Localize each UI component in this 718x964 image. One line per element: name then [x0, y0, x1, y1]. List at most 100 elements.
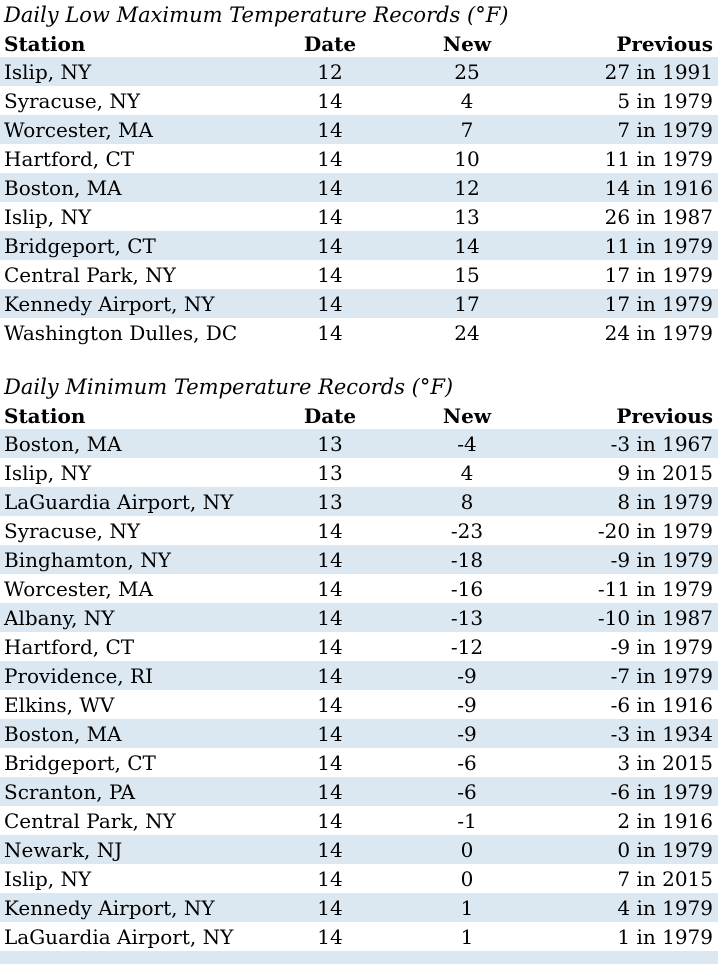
minimum-records-table: Station Date New Previous Boston, MA 13 -4 -3 …: [0, 402, 718, 951]
cell-date: 14: [317, 692, 343, 717]
cell-previous: 14 in 1916: [604, 175, 713, 200]
cell-station: Bridgeport, CT: [4, 233, 156, 258]
cell-new: -6: [457, 750, 477, 775]
cell-station: Binghamton, NY: [4, 547, 171, 572]
cell-new: 14: [454, 233, 480, 258]
cell-new: 17: [454, 291, 480, 316]
cell-previous: -20 in 1979: [597, 518, 713, 543]
cell-new: 1: [460, 924, 474, 949]
cell-station: Washington Dulles, DC: [4, 320, 238, 345]
cell-station: Islip, NY: [4, 59, 92, 84]
cell-new: 0: [460, 866, 474, 891]
cell-new: 10: [454, 146, 480, 171]
cell-station: Islip, NY: [4, 460, 92, 485]
cell-previous: 3 in 2015: [617, 750, 713, 775]
table-row: Bridgeport, CT 14 -6 3 in 2015: [0, 748, 718, 777]
cell-new: -13: [450, 605, 484, 630]
cell-station: Worcester, MA: [4, 576, 153, 601]
cell-new: 0: [460, 837, 474, 862]
cell-previous: 9 in 2015: [617, 460, 713, 485]
cell-date: 14: [317, 750, 343, 775]
cell-date: 14: [317, 320, 343, 345]
cell-new: -18: [450, 547, 484, 572]
cell-previous: 17 in 1979: [604, 291, 713, 316]
cell-date: 14: [317, 924, 343, 949]
cell-previous: 1 in 1979: [617, 924, 713, 949]
cell-new: -23: [450, 518, 484, 543]
cell-new: -12: [450, 634, 484, 659]
cell-date: 14: [317, 895, 343, 920]
cell-new: 1: [460, 895, 474, 920]
cell-station: Central Park, NY: [4, 808, 176, 833]
table-row: Kennedy Airport, NY 14 17 17 in 1979: [0, 289, 718, 318]
cell-new: 13: [454, 204, 480, 229]
cell-previous: -10 in 1987: [597, 605, 713, 630]
table-row: Washington Dulles, DC 14 24 24 in 1979: [0, 318, 718, 347]
cell-station: Newark, NJ: [4, 837, 123, 862]
cell-station: Elkins, WV: [4, 692, 115, 717]
column-header-previous: Previous: [554, 402, 718, 429]
cell-station: Syracuse, NY: [4, 88, 141, 113]
cell-new: -1: [457, 808, 477, 833]
cell-date: 14: [317, 837, 343, 862]
cell-previous: -9 in 1979: [610, 634, 713, 659]
cell-date: 13: [317, 431, 343, 456]
table-row: Kennedy Airport, NY 14 1 4 in 1979: [0, 893, 718, 922]
cell-previous: -6 in 1916: [610, 692, 713, 717]
cell-station: Central Park, NY: [4, 262, 176, 287]
table-row: Boston, MA 14 12 14 in 1916: [0, 173, 718, 202]
table-row: Islip, NY 14 0 7 in 2015: [0, 864, 718, 893]
cell-date: 14: [317, 808, 343, 833]
cell-previous: -9 in 1979: [610, 547, 713, 572]
column-header-station: Station: [0, 30, 280, 57]
cell-previous: 8 in 1979: [617, 489, 713, 514]
column-header-station: Station: [0, 402, 280, 429]
cell-station: Scranton, PA: [4, 779, 136, 804]
cell-previous: 17 in 1979: [604, 262, 713, 287]
table-row: Hartford, CT 14 -12 -9 in 1979: [0, 632, 718, 661]
table-row: Islip, NY 12 25 27 in 1991: [0, 57, 718, 86]
table-row: Scranton, PA 14 -6 -6 in 1979: [0, 777, 718, 806]
table-row: Newark, NJ 14 0 0 in 1979: [0, 835, 718, 864]
low-maximum-records-section: Daily Low Maximum Temperature Records (°…: [0, 0, 718, 347]
cell-new: -4: [457, 431, 477, 456]
cell-new: 4: [460, 460, 474, 485]
cell-previous: 4 in 1979: [617, 895, 713, 920]
cell-new: 15: [454, 262, 480, 287]
cell-previous: 7 in 1979: [617, 117, 713, 142]
cell-date: 14: [317, 262, 343, 287]
cell-previous: 7 in 2015: [617, 866, 713, 891]
cell-date: 14: [317, 721, 343, 746]
table-row: LaGuardia Airport, NY 14 1 1 in 1979: [0, 922, 718, 951]
table-row: Islip, NY 13 4 9 in 2015: [0, 458, 718, 487]
cell-date: 14: [317, 866, 343, 891]
cell-date: 14: [317, 204, 343, 229]
cell-date: 14: [317, 233, 343, 258]
cell-date: 14: [317, 175, 343, 200]
column-header-new: New: [380, 402, 554, 429]
cell-station: Hartford, CT: [4, 634, 135, 659]
low-maximum-table-title: Daily Low Maximum Temperature Records (°…: [4, 3, 509, 27]
cell-station: LaGuardia Airport, NY: [4, 924, 234, 949]
cell-date: 14: [317, 547, 343, 572]
cell-previous: -3 in 1967: [610, 431, 713, 456]
table-row: Elkins, WV 14 -9 -6 in 1916: [0, 690, 718, 719]
cell-previous: -7 in 1979: [610, 663, 713, 688]
cell-station: Bridgeport, CT: [4, 750, 156, 775]
cell-new: 7: [460, 117, 474, 142]
cell-new: -6: [457, 779, 477, 804]
column-header-new: New: [380, 30, 554, 57]
cell-station: Providence, RI: [4, 663, 153, 688]
cell-station: Syracuse, NY: [4, 518, 141, 543]
cell-station: Worcester, MA: [4, 117, 153, 142]
cell-date: 14: [317, 88, 343, 113]
cell-date: 12: [317, 59, 343, 84]
cell-station: Hartford, CT: [4, 146, 135, 171]
table-row: Islip, NY 14 13 26 in 1987: [0, 202, 718, 231]
cell-new: 24: [454, 320, 480, 345]
column-header-date: Date: [280, 402, 380, 429]
cell-station: Islip, NY: [4, 866, 92, 891]
cell-date: 14: [317, 117, 343, 142]
cell-date: 14: [317, 291, 343, 316]
table-row: Worcester, MA 14 7 7 in 1979: [0, 115, 718, 144]
